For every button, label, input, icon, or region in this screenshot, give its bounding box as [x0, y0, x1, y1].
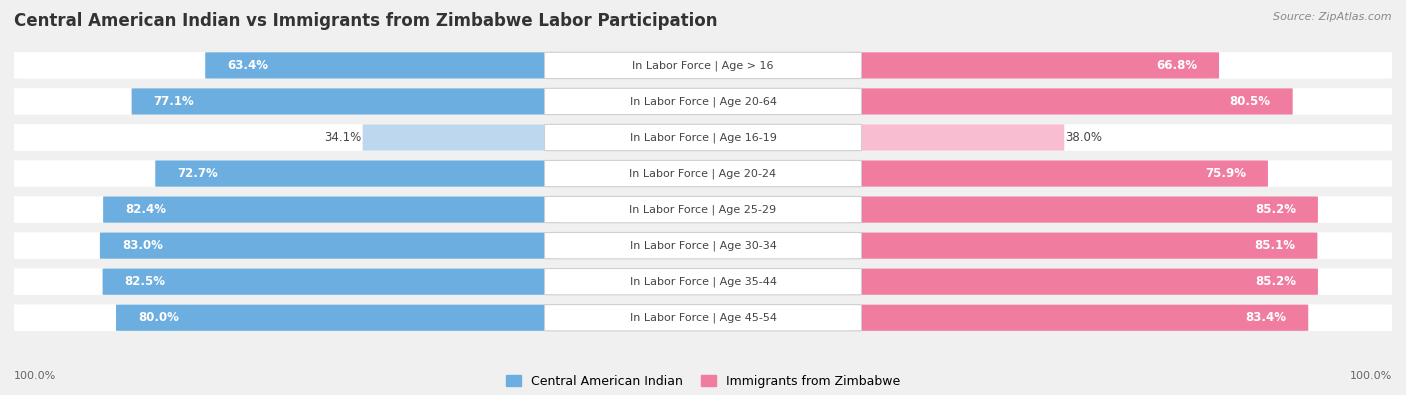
FancyBboxPatch shape [100, 233, 557, 259]
Text: In Labor Force | Age > 16: In Labor Force | Age > 16 [633, 60, 773, 71]
FancyBboxPatch shape [10, 269, 1396, 295]
Text: In Labor Force | Age 20-24: In Labor Force | Age 20-24 [630, 168, 776, 179]
Text: In Labor Force | Age 20-64: In Labor Force | Age 20-64 [630, 96, 776, 107]
Text: 85.2%: 85.2% [1256, 275, 1296, 288]
FancyBboxPatch shape [544, 52, 862, 79]
Legend: Central American Indian, Immigrants from Zimbabwe: Central American Indian, Immigrants from… [501, 370, 905, 393]
FancyBboxPatch shape [10, 124, 1396, 151]
FancyBboxPatch shape [103, 269, 557, 295]
Text: In Labor Force | Age 35-44: In Labor Force | Age 35-44 [630, 276, 776, 287]
FancyBboxPatch shape [544, 88, 862, 115]
FancyBboxPatch shape [849, 233, 1317, 259]
Text: 75.9%: 75.9% [1205, 167, 1246, 180]
Text: 77.1%: 77.1% [153, 95, 194, 108]
FancyBboxPatch shape [103, 196, 557, 223]
Text: 38.0%: 38.0% [1066, 131, 1102, 144]
FancyBboxPatch shape [10, 160, 1396, 187]
Text: 80.5%: 80.5% [1230, 95, 1271, 108]
Text: 100.0%: 100.0% [1350, 371, 1392, 381]
FancyBboxPatch shape [155, 160, 557, 187]
FancyBboxPatch shape [10, 52, 1396, 79]
FancyBboxPatch shape [544, 160, 862, 187]
Text: 85.2%: 85.2% [1256, 203, 1296, 216]
FancyBboxPatch shape [849, 124, 1064, 150]
Text: 80.0%: 80.0% [138, 311, 179, 324]
FancyBboxPatch shape [544, 124, 862, 150]
Text: 63.4%: 63.4% [228, 59, 269, 72]
FancyBboxPatch shape [544, 196, 862, 223]
FancyBboxPatch shape [544, 269, 862, 295]
FancyBboxPatch shape [849, 88, 1292, 115]
FancyBboxPatch shape [544, 305, 862, 331]
Text: 82.5%: 82.5% [125, 275, 166, 288]
Text: 85.1%: 85.1% [1254, 239, 1295, 252]
FancyBboxPatch shape [132, 88, 557, 115]
Text: Central American Indian vs Immigrants from Zimbabwe Labor Participation: Central American Indian vs Immigrants fr… [14, 12, 717, 30]
Text: In Labor Force | Age 25-29: In Labor Force | Age 25-29 [630, 204, 776, 215]
Text: 34.1%: 34.1% [323, 131, 361, 144]
Text: 82.4%: 82.4% [125, 203, 166, 216]
FancyBboxPatch shape [849, 160, 1268, 187]
FancyBboxPatch shape [205, 52, 557, 79]
Text: 83.4%: 83.4% [1246, 311, 1286, 324]
Text: In Labor Force | Age 16-19: In Labor Force | Age 16-19 [630, 132, 776, 143]
FancyBboxPatch shape [849, 269, 1317, 295]
Text: 83.0%: 83.0% [122, 239, 163, 252]
FancyBboxPatch shape [849, 196, 1317, 223]
FancyBboxPatch shape [363, 124, 557, 150]
FancyBboxPatch shape [10, 232, 1396, 259]
Text: 66.8%: 66.8% [1156, 59, 1197, 72]
FancyBboxPatch shape [849, 305, 1308, 331]
Text: In Labor Force | Age 30-34: In Labor Force | Age 30-34 [630, 241, 776, 251]
Text: 72.7%: 72.7% [177, 167, 218, 180]
Text: 100.0%: 100.0% [14, 371, 56, 381]
FancyBboxPatch shape [10, 196, 1396, 223]
FancyBboxPatch shape [544, 233, 862, 259]
FancyBboxPatch shape [10, 88, 1396, 115]
Text: In Labor Force | Age 45-54: In Labor Force | Age 45-54 [630, 312, 776, 323]
FancyBboxPatch shape [10, 305, 1396, 331]
FancyBboxPatch shape [117, 305, 557, 331]
FancyBboxPatch shape [849, 52, 1219, 79]
Text: Source: ZipAtlas.com: Source: ZipAtlas.com [1274, 12, 1392, 22]
